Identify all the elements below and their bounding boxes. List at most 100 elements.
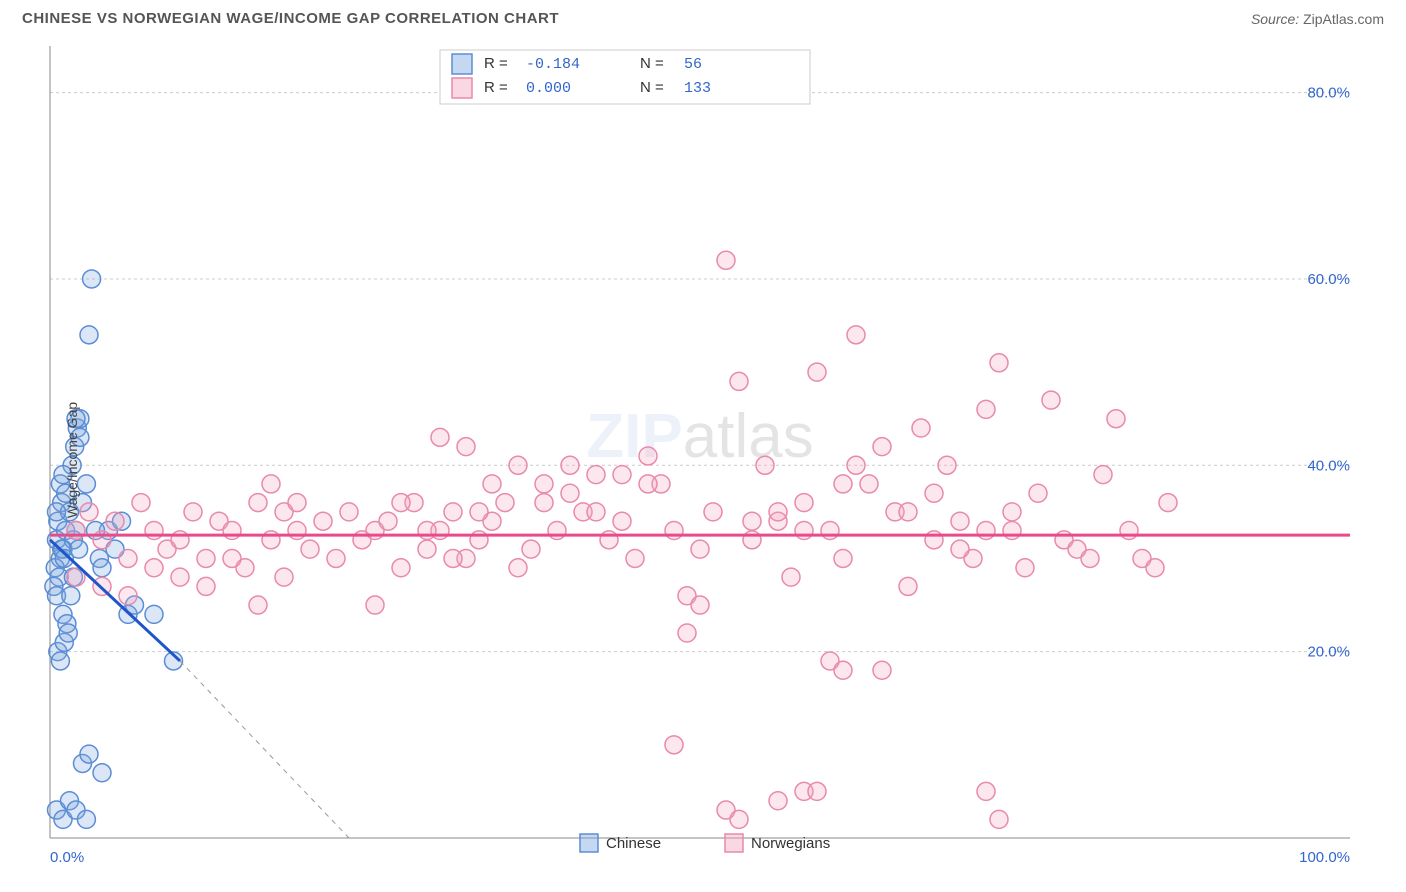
data-point [223, 549, 241, 567]
data-point [184, 503, 202, 521]
data-point [59, 624, 77, 642]
data-point [834, 549, 852, 567]
legend-swatch [725, 834, 743, 852]
data-point [93, 559, 111, 577]
y-axis-label: Wage/Income Gap [64, 402, 80, 518]
data-point [171, 568, 189, 586]
y-tick-label: 40.0% [1307, 457, 1350, 474]
data-point [639, 447, 657, 465]
data-point [600, 531, 618, 549]
data-point [67, 522, 85, 540]
data-point [314, 512, 332, 530]
y-tick-label: 20.0% [1307, 644, 1350, 661]
data-point [1081, 549, 1099, 567]
data-point [444, 503, 462, 521]
data-point [704, 503, 722, 521]
chart-container: Wage/Income Gap 20.0% 40.0% 60.0% 80.0% ZIPa… [20, 38, 1394, 882]
y-tick-label: 80.0% [1307, 85, 1350, 102]
data-point [288, 494, 306, 512]
chart-title: CHINESE VS NORWEGIAN WAGE/INCOME GAP COR… [22, 10, 559, 27]
data-point [912, 419, 930, 437]
data-point [795, 494, 813, 512]
legend-r-value: -0.184 [526, 56, 580, 73]
data-point [145, 559, 163, 577]
x-tick-label: 100.0% [1299, 849, 1350, 866]
data-point [366, 596, 384, 614]
data-point [860, 475, 878, 493]
data-point [730, 810, 748, 828]
data-point [80, 326, 98, 344]
data-point [457, 438, 475, 456]
data-point [77, 810, 95, 828]
data-point [340, 503, 358, 521]
data-point [990, 354, 1008, 372]
data-point [756, 456, 774, 474]
data-point [431, 428, 449, 446]
data-point [873, 661, 891, 679]
data-point [119, 549, 137, 567]
data-point [327, 549, 345, 567]
data-point [470, 503, 488, 521]
data-point [782, 568, 800, 586]
data-point [1120, 522, 1138, 540]
data-point [509, 456, 527, 474]
data-point [1107, 410, 1125, 428]
data-point [392, 559, 410, 577]
data-point [808, 782, 826, 800]
x-tick-label: 0.0% [50, 849, 84, 866]
data-point [899, 577, 917, 595]
data-point [1029, 484, 1047, 502]
data-point [1042, 391, 1060, 409]
data-point [275, 568, 293, 586]
data-point [925, 531, 943, 549]
data-point [717, 251, 735, 269]
data-point [847, 456, 865, 474]
data-point [639, 475, 657, 493]
data-point [626, 549, 644, 567]
data-point [496, 494, 514, 512]
data-point [62, 587, 80, 605]
legend-r-label: R = [484, 79, 508, 96]
data-point [834, 661, 852, 679]
data-point [223, 522, 241, 540]
data-point [1146, 559, 1164, 577]
data-point [951, 540, 969, 558]
data-point [613, 512, 631, 530]
data-point [379, 512, 397, 530]
data-point [808, 363, 826, 381]
data-point [990, 810, 1008, 828]
data-point [665, 522, 683, 540]
trend-line-chinese-extrap [180, 661, 349, 838]
data-point [197, 577, 215, 595]
data-point [977, 400, 995, 418]
source-label: Source: [1251, 11, 1299, 27]
data-point [873, 438, 891, 456]
legend-n-value: 56 [684, 56, 702, 73]
data-point [119, 587, 137, 605]
legend-series-name: Chinese [606, 835, 661, 852]
scatter-chart: 20.0% 40.0% 60.0% 80.0% ZIPatlas 0.0% 100.0% R … [20, 38, 1360, 868]
data-point [561, 456, 579, 474]
data-point [587, 503, 605, 521]
legend-r-label: R = [484, 55, 508, 72]
data-point [587, 466, 605, 484]
data-point [93, 764, 111, 782]
data-point [249, 596, 267, 614]
data-point [83, 270, 101, 288]
data-point [743, 531, 761, 549]
y-tick-label: 60.0% [1307, 271, 1350, 288]
data-point [80, 745, 98, 763]
data-point [665, 736, 683, 754]
legend-n-value: 133 [684, 80, 711, 97]
data-point [535, 494, 553, 512]
data-point [561, 484, 579, 502]
data-point [106, 512, 124, 530]
watermark: ZIPatlas [586, 402, 813, 471]
data-point [93, 531, 111, 549]
data-point [301, 540, 319, 558]
data-point [132, 494, 150, 512]
data-point [1159, 494, 1177, 512]
data-point [951, 512, 969, 530]
data-point [730, 372, 748, 390]
data-point [834, 475, 852, 493]
